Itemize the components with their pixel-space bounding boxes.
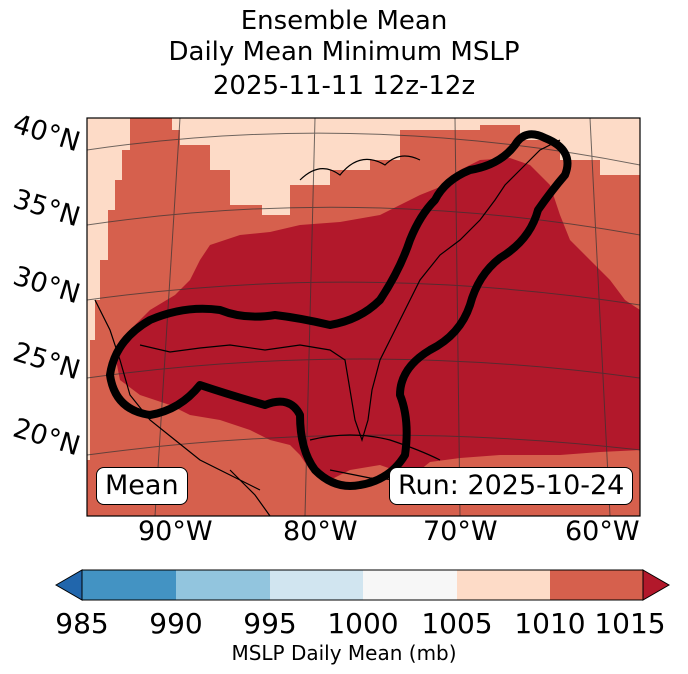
cbar-tick-1000: 1000 bbox=[327, 607, 399, 640]
colorbar-label: MSLP Daily Mean (mb) bbox=[231, 641, 457, 665]
colorbar-extend-low bbox=[54, 569, 83, 601]
colorbar-seg-1005-1010 bbox=[457, 570, 550, 600]
colorbar-seg-990-995 bbox=[176, 570, 270, 600]
cbar-tick-1010: 1010 bbox=[514, 607, 586, 640]
title-line-3: 2025-11-11 12z-12z bbox=[212, 71, 476, 101]
title-line-1: Ensemble Mean bbox=[240, 6, 448, 36]
cbar-tick-985: 985 bbox=[55, 607, 109, 640]
colorbar bbox=[54, 569, 671, 601]
lon-label-90w: 90°W bbox=[138, 516, 213, 547]
cbar-tick-1015: 1015 bbox=[594, 607, 666, 640]
lon-label-60w: 60°W bbox=[565, 516, 640, 547]
lon-label-70w: 70°W bbox=[423, 516, 498, 547]
colorbar-seg-1000-1005 bbox=[363, 570, 457, 600]
run-date-annotation: Run: 2025-10-24 bbox=[389, 467, 634, 505]
cbar-tick-995: 995 bbox=[243, 607, 297, 640]
title-line-2: Daily Mean Minimum MSLP bbox=[168, 37, 520, 67]
colorbar-seg-985-990 bbox=[82, 570, 176, 600]
colorbar-seg-1010-1015 bbox=[550, 570, 643, 600]
map-frame bbox=[86, 117, 641, 517]
lon-label-80w: 80°W bbox=[283, 516, 358, 547]
colorbar-seg-995-1000 bbox=[270, 570, 363, 600]
cbar-tick-1005: 1005 bbox=[421, 607, 493, 640]
coastlines bbox=[94, 139, 561, 516]
field-1005-1010-north bbox=[172, 118, 640, 215]
mean-annotation: Mean bbox=[96, 467, 188, 505]
cbar-tick-990: 990 bbox=[149, 607, 203, 640]
field-1005-1010-west bbox=[87, 118, 130, 460]
colorbar-extend-high bbox=[642, 569, 671, 601]
highlight-contour bbox=[106, 130, 572, 490]
